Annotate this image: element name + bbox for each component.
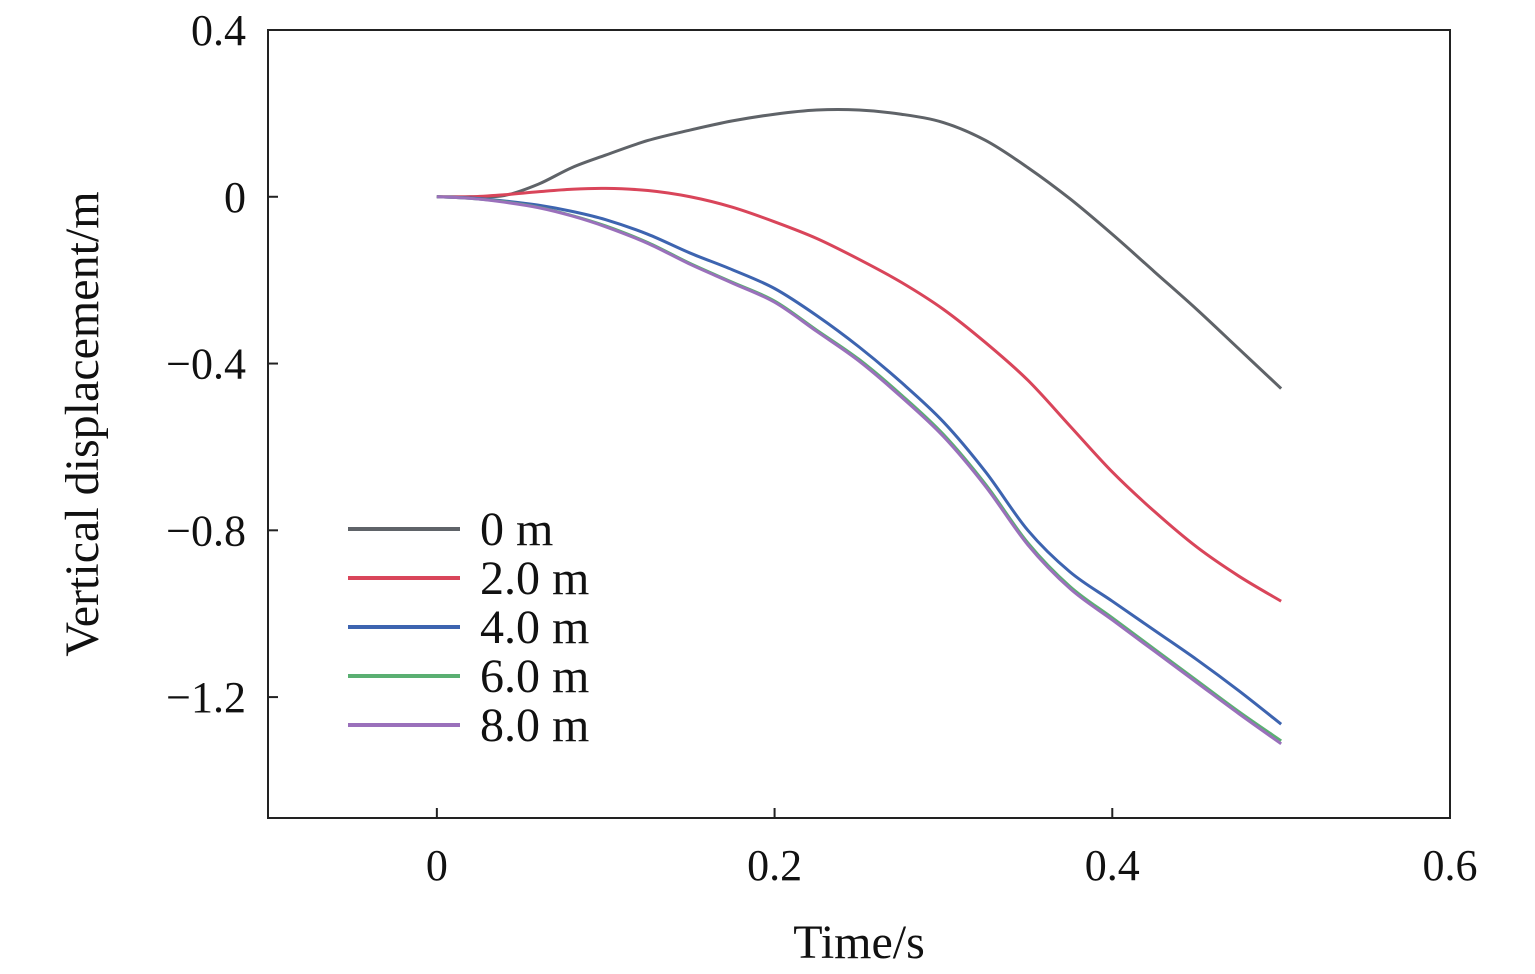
series-line-4-0-m: [436, 195, 1283, 726]
x-tick-label: 0: [426, 841, 448, 890]
legend-label: 8.0 m: [480, 699, 589, 752]
legend-label: 4.0 m: [480, 601, 589, 654]
x-tick-label: 0.4: [1085, 841, 1140, 890]
series-line-0-m: [436, 108, 1283, 390]
x-tick-label: 0.6: [1423, 841, 1478, 890]
x-axis-ticks: 0 0.2 0.4 0.6: [426, 808, 1478, 890]
y-tick-label: 0.4: [191, 6, 246, 55]
series-line-8-0-m: [436, 195, 1283, 746]
y-axis-label: Vertical displacement/m: [56, 191, 109, 656]
x-tick-label: 0.2: [747, 841, 802, 890]
x-axis-label: Time/s: [793, 916, 925, 969]
series-line-2-0-m: [436, 186, 1282, 603]
y-tick-label: −0.4: [166, 340, 246, 389]
y-tick-label: −1.2: [166, 673, 246, 722]
legend: 0 m2.0 m4.0 m6.0 m8.0 m: [348, 503, 589, 752]
plot-lines: [436, 108, 1283, 746]
y-axis-ticks: 0.4 0 −0.4 −0.8 −1.2: [166, 6, 278, 722]
y-tick-label: 0: [224, 173, 246, 222]
y-tick-label: −0.8: [166, 506, 246, 555]
legend-label: 0 m: [480, 503, 553, 556]
legend-label: 2.0 m: [480, 552, 589, 605]
plot-frame: [267, 29, 1451, 819]
legend-label: 6.0 m: [480, 650, 589, 703]
